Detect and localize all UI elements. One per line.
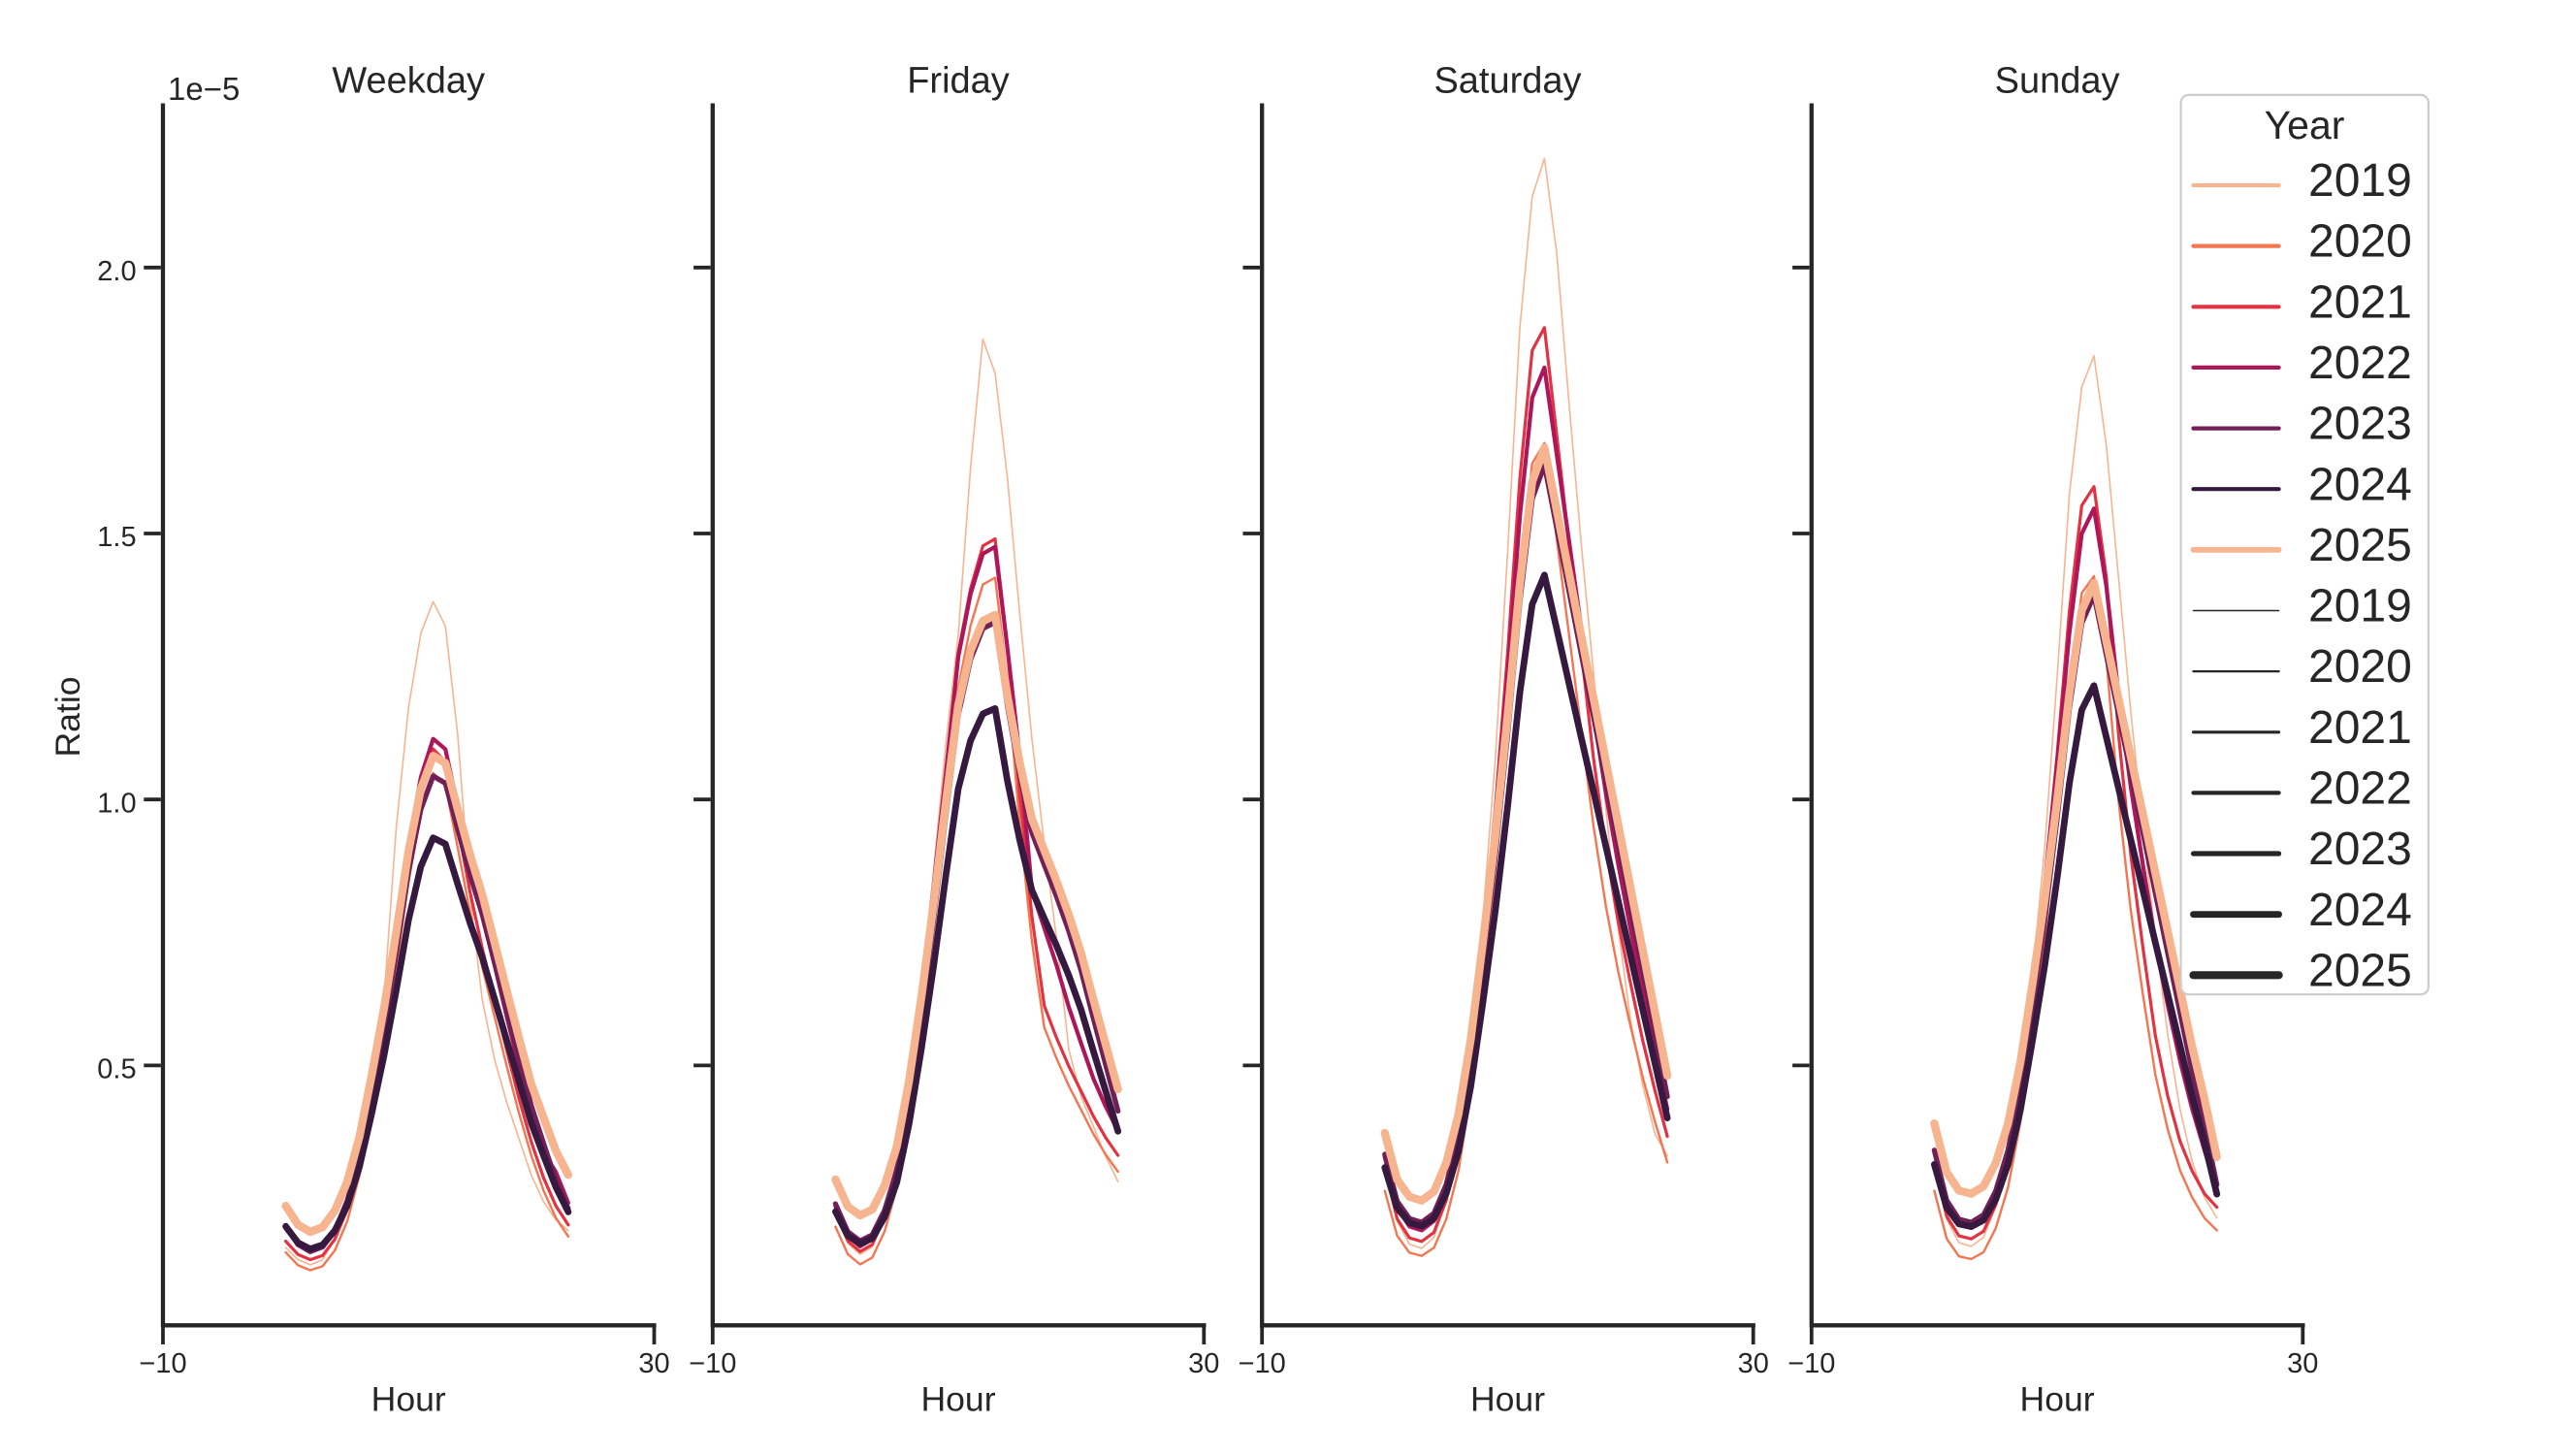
svg-text:2021: 2021 <box>2308 276 2412 328</box>
svg-text:−10: −10 <box>139 1348 186 1379</box>
svg-text:2.0: 2.0 <box>97 256 136 287</box>
svg-text:30: 30 <box>1738 1348 1769 1379</box>
svg-text:2022: 2022 <box>2308 763 2412 815</box>
svg-text:Year: Year <box>2265 103 2345 147</box>
svg-text:2020: 2020 <box>2308 216 2412 268</box>
svg-text:30: 30 <box>1188 1348 1219 1379</box>
svg-text:2025: 2025 <box>2308 520 2412 571</box>
svg-text:2023: 2023 <box>2308 824 2412 875</box>
svg-text:Hour: Hour <box>1470 1380 1545 1419</box>
svg-text:2025: 2025 <box>2308 945 2412 996</box>
svg-text:Weekday: Weekday <box>332 60 485 101</box>
svg-text:2023: 2023 <box>2308 399 2412 450</box>
svg-text:2022: 2022 <box>2308 338 2412 389</box>
svg-text:Friday: Friday <box>907 60 1010 101</box>
svg-text:2019: 2019 <box>2308 581 2412 632</box>
svg-text:Hour: Hour <box>371 1380 446 1419</box>
svg-text:2021: 2021 <box>2308 702 2412 754</box>
svg-text:Sunday: Sunday <box>1995 60 2120 101</box>
svg-text:Saturday: Saturday <box>1433 60 1581 101</box>
svg-text:30: 30 <box>638 1348 669 1379</box>
svg-text:2024: 2024 <box>2308 885 2412 936</box>
svg-text:2024: 2024 <box>2308 459 2412 510</box>
svg-text:−10: −10 <box>1239 1348 1286 1379</box>
svg-text:−10: −10 <box>1787 1348 1835 1379</box>
svg-text:Ratio: Ratio <box>48 676 87 757</box>
svg-text:−10: −10 <box>689 1348 736 1379</box>
svg-text:Hour: Hour <box>2020 1380 2095 1419</box>
svg-text:Hour: Hour <box>920 1380 995 1419</box>
svg-text:1.0: 1.0 <box>97 788 136 819</box>
svg-text:0.5: 0.5 <box>97 1054 136 1085</box>
svg-text:2020: 2020 <box>2308 641 2412 693</box>
svg-text:1e−5: 1e−5 <box>168 71 240 107</box>
svg-text:30: 30 <box>2287 1348 2318 1379</box>
svg-text:1.5: 1.5 <box>97 522 136 553</box>
svg-text:2019: 2019 <box>2308 155 2412 207</box>
